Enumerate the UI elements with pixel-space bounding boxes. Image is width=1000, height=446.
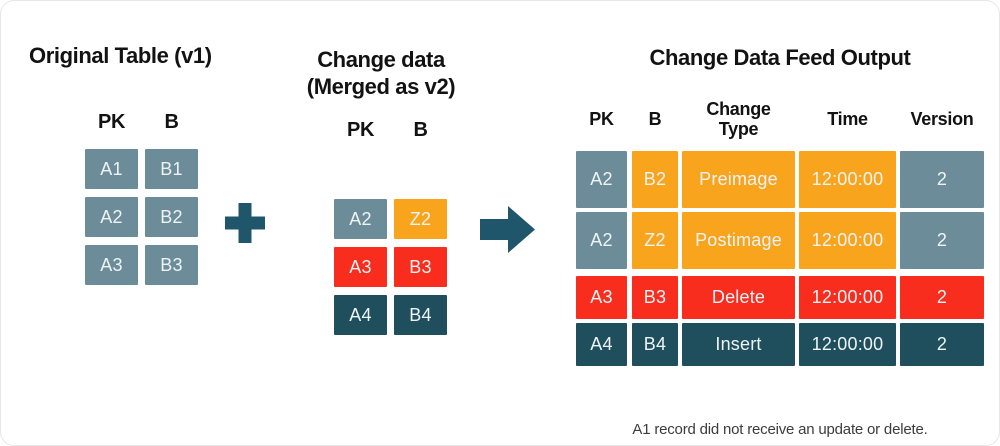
- table-cell: Preimage: [682, 151, 795, 208]
- column-header-version: Version: [910, 109, 974, 129]
- table-cell: 12:00:00: [799, 323, 896, 366]
- footnote-line1: A1 record did not receive an update or d…: [632, 421, 928, 438]
- table-cell: 12:00:00: [799, 151, 896, 208]
- table-cell: 2: [900, 151, 984, 208]
- column-header-time: Time: [827, 109, 868, 129]
- change-data-grid: A2 Z2 A3 B3 A4 B4: [334, 199, 447, 335]
- table-cell: 2: [900, 323, 984, 366]
- table-cell: B4: [632, 323, 678, 366]
- table-cell: 12:00:00: [799, 276, 896, 319]
- arrow-right-icon: [480, 206, 535, 253]
- column-header-b: B: [164, 111, 179, 133]
- table-cell: 2: [900, 212, 984, 269]
- cdf-row-postimage: A2 Z2 Postimage 12:00:00 2: [576, 212, 984, 269]
- table-cell: Delete: [682, 276, 795, 319]
- table-cell: Postimage: [682, 212, 795, 269]
- table-cell: B3: [145, 245, 198, 285]
- table-cell: B1: [145, 149, 198, 189]
- column-header-pk: PK: [98, 111, 125, 133]
- table-cell: Z2: [394, 199, 447, 239]
- table-cell: A3: [576, 276, 627, 319]
- cdf-column-headers: PK B Change Type Time Version: [576, 96, 984, 142]
- column-header-pk: PK: [589, 109, 614, 129]
- table-cell: A2: [85, 197, 138, 237]
- table-cell: A4: [576, 323, 627, 366]
- table-cell: A3: [85, 245, 138, 285]
- table-cell: 2: [900, 276, 984, 319]
- original-table-column-headers: PK B: [85, 111, 198, 134]
- table-cell: A2: [334, 199, 387, 239]
- table-cell: Z2: [632, 212, 678, 269]
- cdf-row-preimage: A2 B2 Preimage 12:00:00 2: [576, 151, 984, 208]
- column-header-b: B: [413, 119, 428, 141]
- column-header-change-type-label: Change Type: [706, 99, 771, 139]
- cdf-row-insert: A4 B4 Insert 12:00:00 2: [576, 323, 984, 366]
- column-header-change-type: Change Type: [682, 99, 795, 139]
- cdf-row-delete: A3 B3 Delete 12:00:00 2: [576, 276, 984, 319]
- change-data-title-line2: (Merged as v2): [306, 74, 456, 99]
- footnote: A1 record did not receive an update or d…: [576, 382, 984, 445]
- table-cell: A3: [334, 247, 387, 287]
- cdf-output-table: A2 B2 Preimage 12:00:00 2 A2 Z2 Postimag…: [576, 151, 984, 366]
- table-cell: B2: [145, 197, 198, 237]
- table-cell: Insert: [682, 323, 795, 366]
- change-data-title: Change data (Merged as v2): [279, 46, 483, 100]
- original-table-grid: A1 B1 A2 B2 A3 B3: [85, 149, 198, 285]
- column-header-pk: PK: [347, 119, 374, 141]
- cdf-output-title: Change Data Feed Output: [649, 45, 911, 70]
- original-table-title: Original Table (v1): [29, 43, 212, 68]
- plus-icon: [225, 203, 265, 243]
- table-cell: A2: [576, 212, 627, 269]
- column-header-b: B: [648, 109, 662, 129]
- table-cell: B3: [394, 247, 447, 287]
- change-data-column-headers: PK B: [334, 119, 447, 142]
- table-cell: 12:00:00: [799, 212, 896, 269]
- table-cell: A2: [576, 151, 627, 208]
- table-cell: A4: [334, 295, 387, 335]
- change-data-title-line1: Change data: [317, 47, 445, 72]
- table-cell: B4: [394, 295, 447, 335]
- table-cell: A1: [85, 149, 138, 189]
- table-cell: B2: [632, 151, 678, 208]
- table-cell: B3: [632, 276, 678, 319]
